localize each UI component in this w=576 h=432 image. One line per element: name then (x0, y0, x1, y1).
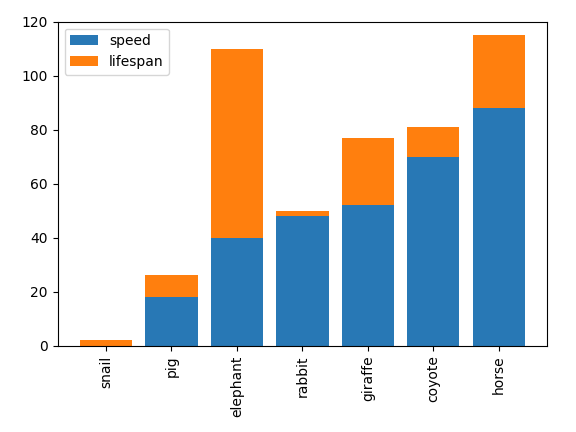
Bar (80, 340, 132, 346)
Bar (472, 35, 525, 108)
Bar (145, 297, 198, 346)
Bar (342, 138, 394, 205)
Bar (145, 276, 198, 297)
Bar (407, 157, 460, 346)
Bar (472, 108, 525, 346)
Bar (276, 211, 328, 216)
Bar (276, 216, 328, 346)
Bar (342, 205, 394, 346)
Bar (211, 49, 263, 238)
Legend: speed, lifespan: speed, lifespan (65, 29, 169, 75)
Bar (407, 127, 460, 157)
Bar (211, 238, 263, 346)
